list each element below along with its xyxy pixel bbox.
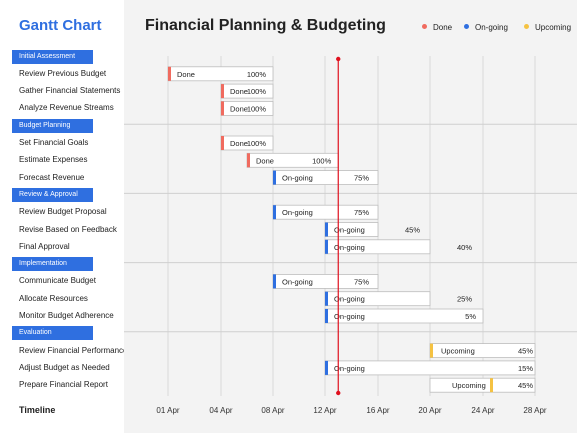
x-tick-label: 04 Apr — [209, 406, 232, 415]
task-status-label: On-going — [334, 364, 365, 373]
legend-label: Done — [433, 23, 453, 32]
group-header: Budget Planning — [12, 118, 93, 133]
status-accent — [325, 222, 328, 237]
task-status-label: Done — [256, 156, 274, 165]
task-progress-label: 75% — [354, 174, 369, 183]
task-status-label: Done — [230, 87, 248, 96]
status-accent — [490, 378, 493, 393]
task-status-label: On-going — [334, 226, 365, 235]
task-status-label: On-going — [282, 277, 313, 286]
task-progress-label: 75% — [354, 208, 369, 217]
group-header: Evaluation — [12, 326, 93, 341]
status-accent — [221, 84, 224, 99]
task-progress-label: 75% — [354, 277, 369, 286]
today-marker-top — [336, 56, 341, 62]
task-status-label: Done — [177, 70, 195, 79]
status-accent — [221, 136, 224, 150]
task-progress-label: 100% — [312, 156, 332, 165]
task-status-label: On-going — [282, 208, 313, 217]
status-accent — [273, 205, 276, 220]
task-bar — [429, 377, 536, 393]
task-progress-label: 40% — [457, 243, 472, 252]
task-name: Review Previous Budget — [19, 68, 107, 78]
task-name: Estimate Expenses — [19, 155, 88, 165]
status-accent — [168, 66, 171, 81]
legend-label: Upcoming — [535, 23, 572, 32]
task-name: Gather Financial Statements — [19, 86, 121, 96]
x-tick-label: 24 Apr — [471, 406, 494, 415]
task-name: Forecast Revenue — [19, 172, 85, 182]
task-name: Final Approval — [19, 241, 70, 251]
status-accent — [273, 170, 276, 185]
task-name: Revise Based on Feedback — [19, 224, 117, 234]
chart-panel: Financial Planning & Budgeting Done On-go… — [124, 0, 577, 433]
task-progress-label: 15% — [518, 364, 533, 373]
sidebar: Gantt Chart Initial Assessment Review Pre… — [0, 0, 128, 433]
legend-label: On-going — [475, 23, 508, 32]
task-progress-label: 100% — [247, 139, 267, 148]
group-header: Implementation — [12, 257, 93, 272]
timeline-label: Timeline — [19, 405, 56, 415]
task-name: Review Financial Performance — [19, 345, 128, 355]
x-tick-label: 08 Apr — [261, 406, 284, 415]
x-tick-label: 28 Apr — [523, 406, 546, 415]
task-name: Set Financial Goals — [19, 138, 89, 147]
legend-swatch — [464, 24, 469, 29]
task-name: Allocate Resources — [19, 293, 88, 303]
task-status-label: On-going — [334, 312, 365, 321]
task-name: Analyze Revenue Streams — [19, 103, 114, 113]
task-name: Adjust Budget as Needed — [19, 362, 110, 372]
task-progress-label: 45% — [405, 226, 420, 235]
legend-item-ongoing: On-going — [464, 23, 508, 33]
legend-item-done: Done — [422, 23, 452, 33]
x-tick-label: 12 Apr — [313, 406, 336, 415]
status-accent — [325, 239, 328, 254]
task-progress-label: 100% — [247, 70, 267, 79]
status-accent — [325, 309, 328, 323]
chart-title: Financial Planning & Budgeting — [145, 17, 386, 34]
task-progress-label: 45% — [518, 347, 533, 356]
today-marker-bottom — [336, 390, 341, 396]
group-header: Review & Approval — [12, 187, 93, 202]
app-title: Gantt Chart — [19, 17, 102, 34]
task-status-label: Done — [230, 104, 248, 113]
task-status-label: On-going — [334, 295, 365, 304]
x-tick-label: 16 Apr — [366, 406, 389, 415]
status-accent — [247, 153, 250, 168]
status-accent — [325, 360, 328, 375]
task-name: Monitor Budget Adherence — [19, 311, 114, 320]
group-header: Initial Assessment — [12, 49, 93, 64]
legend-swatch — [422, 24, 427, 29]
task-status-label: Upcoming — [452, 381, 486, 390]
task-status-label: Upcoming — [441, 347, 475, 356]
task-progress-label: 25% — [457, 295, 472, 304]
task-progress-label: 5% — [465, 312, 476, 321]
legend-swatch — [524, 24, 529, 29]
task-status-label: On-going — [282, 174, 313, 183]
task-progress-label: 100% — [247, 104, 267, 113]
status-accent — [221, 101, 224, 116]
task-status-label: Done — [230, 139, 248, 148]
task-name: Communicate Budget — [19, 276, 96, 286]
status-accent — [273, 274, 276, 289]
x-tick-label: 20 Apr — [418, 406, 441, 415]
task-status-label: On-going — [334, 243, 365, 252]
status-accent — [430, 343, 433, 358]
task-progress-label: 45% — [518, 381, 533, 390]
x-tick-label: 01 Apr — [156, 406, 179, 415]
task-progress-label: 100% — [247, 87, 267, 96]
task-name: Prepare Financial Report — [19, 380, 108, 390]
status-accent — [325, 291, 328, 306]
task-name: Review Budget Proposal — [19, 207, 107, 217]
legend-item-upcoming: Upcoming — [524, 23, 571, 33]
